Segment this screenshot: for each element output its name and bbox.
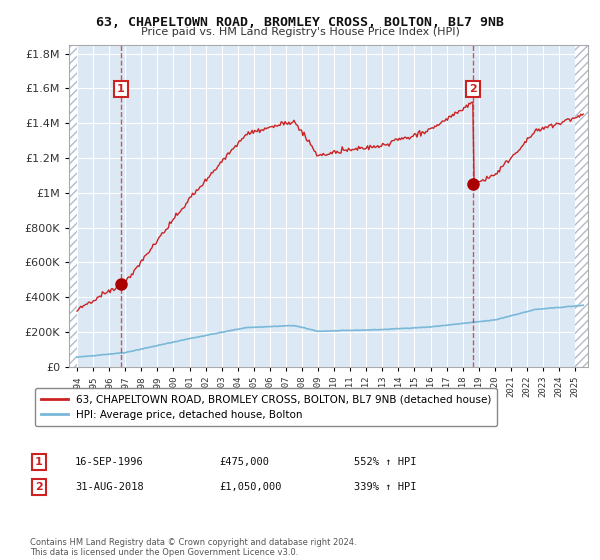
Text: Contains HM Land Registry data © Crown copyright and database right 2024.
This d: Contains HM Land Registry data © Crown c… <box>30 538 356 557</box>
Bar <box>575 45 588 367</box>
Text: 1: 1 <box>117 84 124 94</box>
Bar <box>69 45 77 367</box>
Text: £1,050,000: £1,050,000 <box>219 482 281 492</box>
Text: 2: 2 <box>35 482 43 492</box>
Text: Price paid vs. HM Land Registry's House Price Index (HPI): Price paid vs. HM Land Registry's House … <box>140 27 460 37</box>
Legend: 63, CHAPELTOWN ROAD, BROMLEY CROSS, BOLTON, BL7 9NB (detached house), HPI: Avera: 63, CHAPELTOWN ROAD, BROMLEY CROSS, BOLT… <box>35 388 497 427</box>
Text: 16-SEP-1996: 16-SEP-1996 <box>75 457 144 467</box>
Text: 31-AUG-2018: 31-AUG-2018 <box>75 482 144 492</box>
Text: 1: 1 <box>35 457 43 467</box>
Text: 552% ↑ HPI: 552% ↑ HPI <box>354 457 416 467</box>
Text: 339% ↑ HPI: 339% ↑ HPI <box>354 482 416 492</box>
Text: 2: 2 <box>469 84 477 94</box>
Text: £475,000: £475,000 <box>219 457 269 467</box>
Text: 63, CHAPELTOWN ROAD, BROMLEY CROSS, BOLTON, BL7 9NB: 63, CHAPELTOWN ROAD, BROMLEY CROSS, BOLT… <box>96 16 504 29</box>
